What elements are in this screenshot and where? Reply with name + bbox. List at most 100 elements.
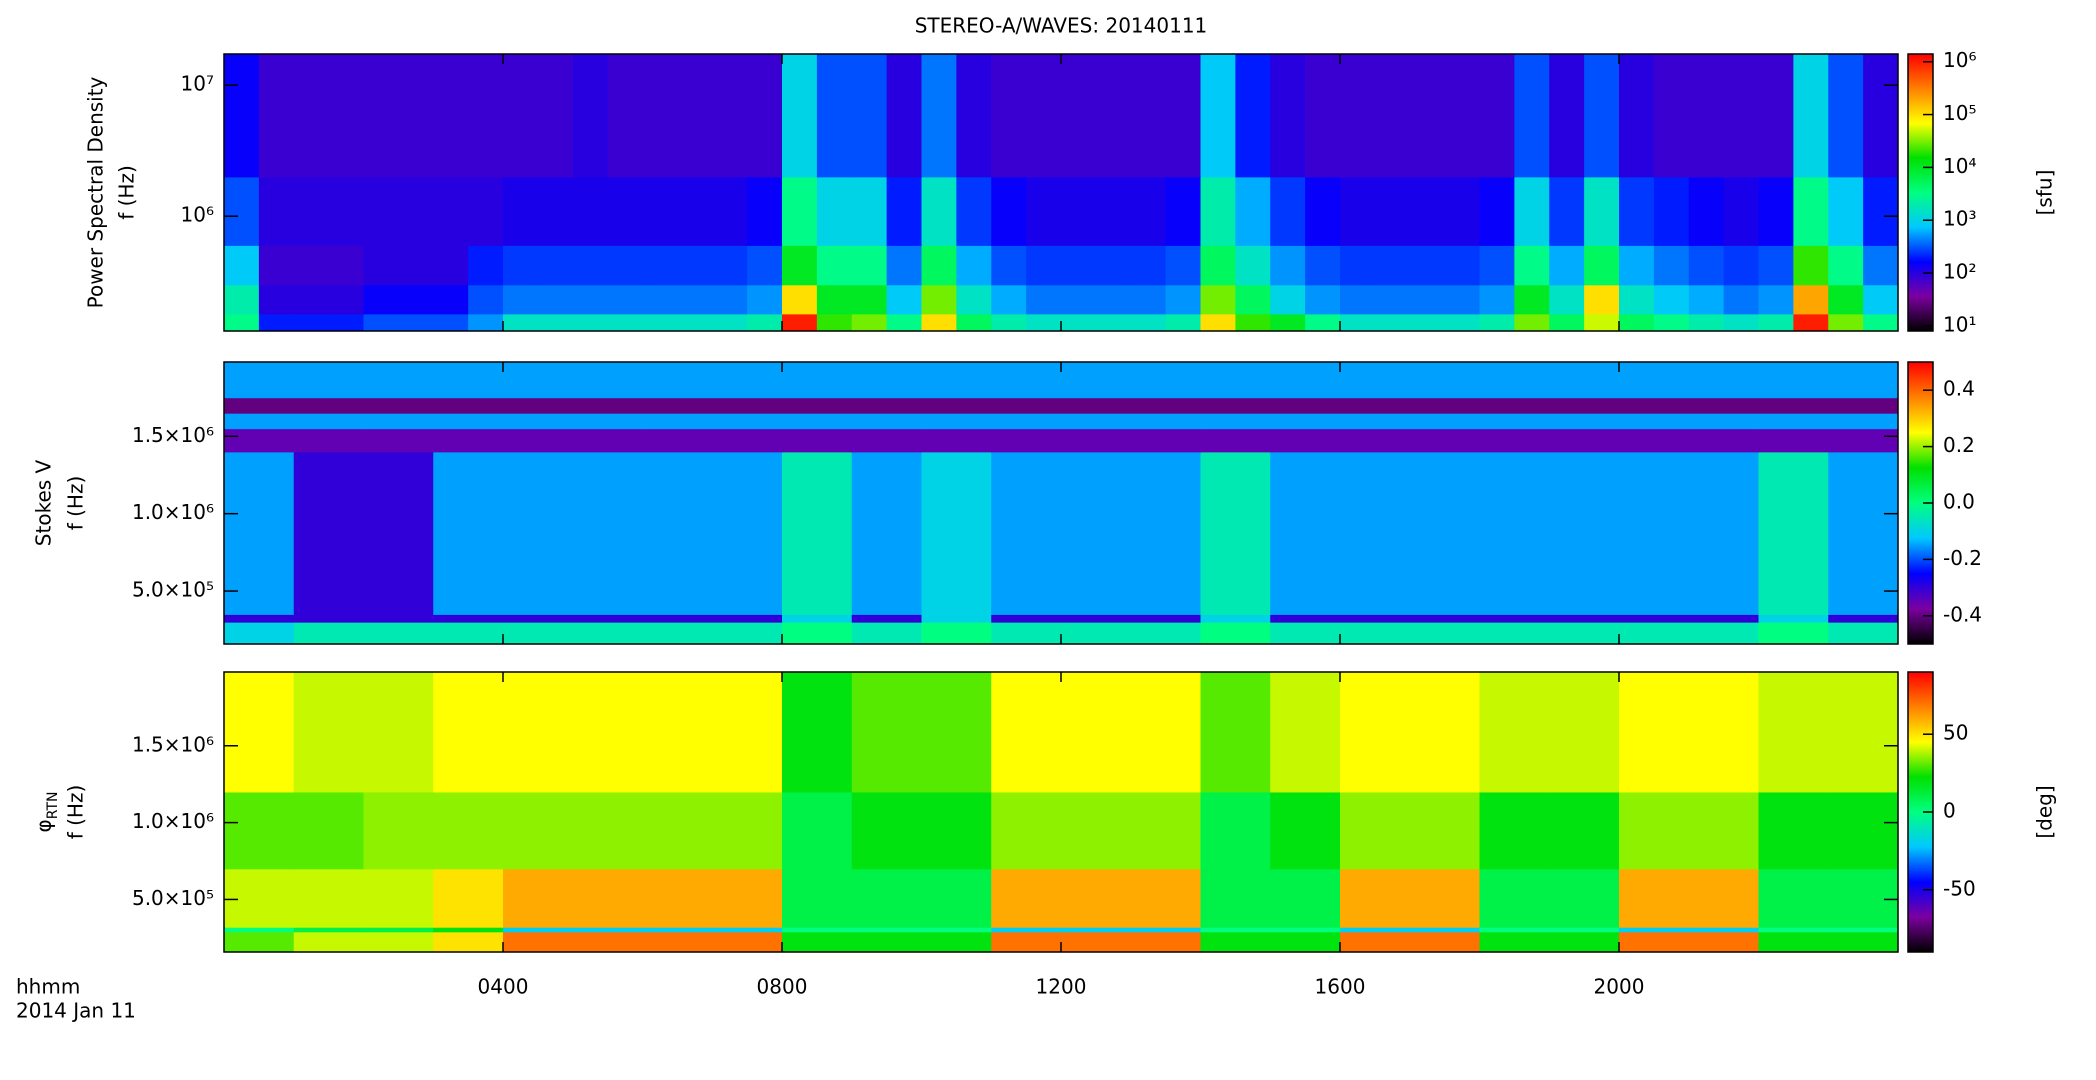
heatmap-cell bbox=[642, 176, 678, 246]
heatmap-cell bbox=[816, 313, 853, 331]
y-tick-label: 1.5×10⁶ bbox=[132, 423, 214, 447]
heatmap-cell bbox=[1374, 284, 1411, 315]
heatmap-cell bbox=[782, 397, 853, 414]
heatmap-cell bbox=[1340, 931, 1411, 952]
heatmap-cell bbox=[1340, 672, 1411, 793]
y-axis-label: f (Hz) bbox=[115, 165, 139, 220]
heatmap-cell bbox=[1863, 284, 1898, 315]
heatmap-cell bbox=[921, 313, 957, 331]
heatmap-cell bbox=[1828, 413, 1898, 430]
heatmap-cell bbox=[712, 868, 783, 928]
heatmap-cell bbox=[642, 791, 713, 870]
heatmap-cell bbox=[642, 54, 678, 178]
heatmap-cell bbox=[572, 428, 644, 453]
heatmap-cell bbox=[886, 313, 923, 331]
heatmap-cell bbox=[1549, 791, 1620, 870]
heatmap-cell bbox=[886, 245, 923, 286]
heatmap-cell bbox=[363, 245, 399, 286]
heatmap-cell bbox=[782, 927, 853, 933]
heatmap-cell bbox=[1026, 284, 1062, 315]
heatmap-cell bbox=[1653, 176, 1690, 246]
heatmap-cell bbox=[1688, 672, 1760, 793]
heatmap-cell bbox=[1758, 614, 1829, 623]
colorbar-tick-label: 10¹ bbox=[1943, 312, 1976, 336]
heatmap-cell bbox=[293, 614, 365, 623]
heatmap-cell bbox=[1061, 868, 1132, 928]
heatmap-cell bbox=[1409, 672, 1481, 793]
heatmap-cell bbox=[363, 362, 434, 399]
heatmap-cell bbox=[224, 672, 295, 793]
heatmap-cell bbox=[1409, 614, 1481, 623]
heatmap-cell bbox=[1828, 672, 1898, 793]
heatmap-cell bbox=[572, 54, 609, 178]
heatmap-cell bbox=[1828, 931, 1898, 952]
heatmap-cell bbox=[503, 672, 574, 793]
heatmap-cell bbox=[1793, 313, 1829, 331]
heatmap-cell bbox=[1549, 622, 1620, 644]
heatmap-cell bbox=[1549, 868, 1620, 928]
heatmap-cell bbox=[1270, 614, 1341, 623]
heatmap-cell bbox=[433, 413, 504, 430]
heatmap-cell bbox=[1200, 284, 1236, 315]
heatmap-cell bbox=[607, 245, 644, 286]
heatmap-cell bbox=[1688, 927, 1760, 933]
heatmap-cell bbox=[991, 622, 1062, 644]
heatmap-cell bbox=[851, 245, 888, 286]
heatmap-cell bbox=[1061, 791, 1132, 870]
heatmap-cell bbox=[1200, 54, 1236, 178]
heatmap-cell bbox=[1828, 176, 1864, 246]
heatmap-cell bbox=[1165, 54, 1202, 178]
heatmap-cell bbox=[851, 313, 888, 331]
heatmap-cell bbox=[1619, 54, 1655, 178]
heatmap-cell bbox=[363, 791, 434, 870]
heatmap-cell bbox=[1688, 362, 1760, 399]
heatmap-cell bbox=[537, 313, 574, 331]
heatmap-cell bbox=[1758, 54, 1794, 178]
heatmap-cell bbox=[1863, 176, 1898, 246]
heatmap-cell bbox=[1061, 313, 1097, 331]
y-axis-label: Stokes V bbox=[32, 459, 56, 546]
heatmap-cell bbox=[1479, 397, 1550, 414]
heatmap-cell bbox=[1688, 176, 1725, 246]
heatmap-cell bbox=[642, 362, 713, 399]
heatmap-cell bbox=[258, 176, 295, 246]
heatmap-cell bbox=[433, 428, 504, 453]
heatmap-cell bbox=[468, 284, 504, 315]
heatmap-cell bbox=[851, 791, 923, 870]
heatmap-cell bbox=[1619, 313, 1655, 331]
heatmap-cell bbox=[851, 451, 923, 615]
x-tick-label: 1600 bbox=[1315, 975, 1366, 999]
heatmap-cell bbox=[1340, 451, 1411, 615]
heatmap-cell bbox=[642, 284, 678, 315]
heatmap-cell bbox=[1688, 451, 1760, 615]
heatmap-cell bbox=[398, 245, 434, 286]
x-tick-label: 2000 bbox=[1594, 975, 1645, 999]
heatmap-cell bbox=[363, 931, 434, 952]
heatmap-cell bbox=[747, 245, 783, 286]
heatmap-cell bbox=[1340, 176, 1376, 246]
heatmap-cell bbox=[1479, 245, 1515, 286]
heatmap-cell bbox=[921, 284, 957, 315]
heatmap-cell bbox=[1130, 451, 1202, 615]
heatmap-cell bbox=[712, 614, 783, 623]
heatmap-cell bbox=[1723, 313, 1760, 331]
heatmap-cell bbox=[1270, 622, 1341, 644]
heatmap-cell bbox=[782, 284, 818, 315]
heatmap-cell bbox=[293, 927, 365, 933]
heatmap-cell bbox=[1165, 245, 1202, 286]
colorbar-tick-label: 10⁶ bbox=[1943, 48, 1976, 72]
heatmap-cell bbox=[293, 622, 365, 644]
heatmap-cell bbox=[642, 614, 713, 623]
heatmap-cell bbox=[782, 451, 853, 615]
heatmap-cell bbox=[956, 245, 992, 286]
x-axis-label: hhmm bbox=[16, 975, 80, 999]
heatmap-cell bbox=[1305, 284, 1341, 315]
heatmap-cell bbox=[433, 451, 504, 615]
heatmap-cell bbox=[816, 284, 853, 315]
heatmap-cell bbox=[293, 397, 365, 414]
heatmap-cell bbox=[1130, 931, 1202, 952]
heatmap-cell bbox=[1549, 245, 1585, 286]
heatmap-cell bbox=[1549, 176, 1585, 246]
heatmap-cell bbox=[433, 313, 469, 331]
heatmap-cell bbox=[1828, 362, 1898, 399]
